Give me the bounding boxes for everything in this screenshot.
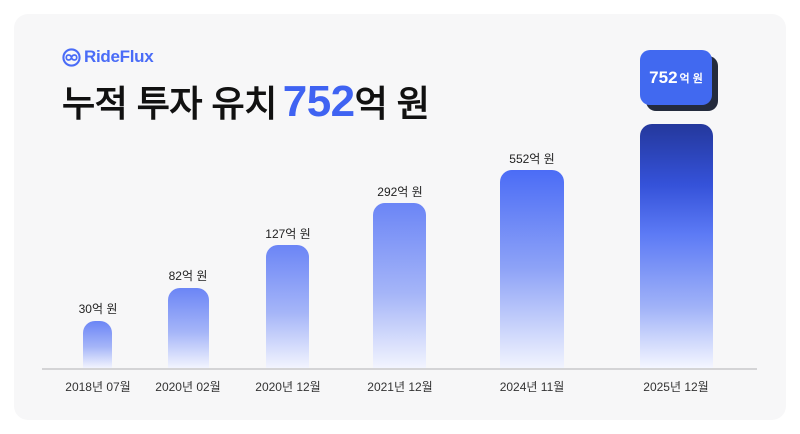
badge-number: 752	[649, 67, 678, 87]
bar-2024-11	[500, 170, 564, 368]
title-suffix: 억 원	[354, 83, 430, 124]
brand-name: RideFlux	[84, 47, 154, 66]
title-number: 752	[282, 77, 355, 126]
infinity-circle-logo-icon	[62, 47, 81, 67]
brand-logo: RideFlux	[62, 47, 154, 67]
bar-2020-12	[266, 245, 309, 368]
badge-unit: 억 원	[679, 72, 703, 85]
bar-2020-02	[168, 288, 209, 368]
bar-2025-12	[640, 124, 713, 368]
total-badge: 752 억 원	[640, 50, 712, 105]
value-label: 30억 원	[78, 302, 118, 316]
value-label: 82억 원	[168, 269, 208, 283]
bar-2021-12	[373, 203, 426, 368]
x-tick-label: 2021년 12월	[367, 380, 433, 394]
value-label: 127억 원	[265, 227, 311, 241]
x-axis-line	[42, 368, 757, 370]
x-tick-label: 2020년 02월	[155, 380, 221, 394]
page-title: 누적 투자 유치 752억 원	[62, 77, 430, 128]
x-tick-label: 2020년 12월	[255, 380, 321, 394]
title-prefix: 누적 투자 유치	[62, 83, 277, 124]
value-label: 292억 원	[377, 185, 423, 199]
value-label: 552억 원	[509, 152, 555, 166]
x-tick-label: 2018년 07월	[65, 380, 131, 394]
x-tick-label: 2025년 12월	[643, 380, 709, 394]
bar-2018-07	[83, 321, 112, 368]
x-tick-label: 2024년 11월	[499, 380, 565, 394]
